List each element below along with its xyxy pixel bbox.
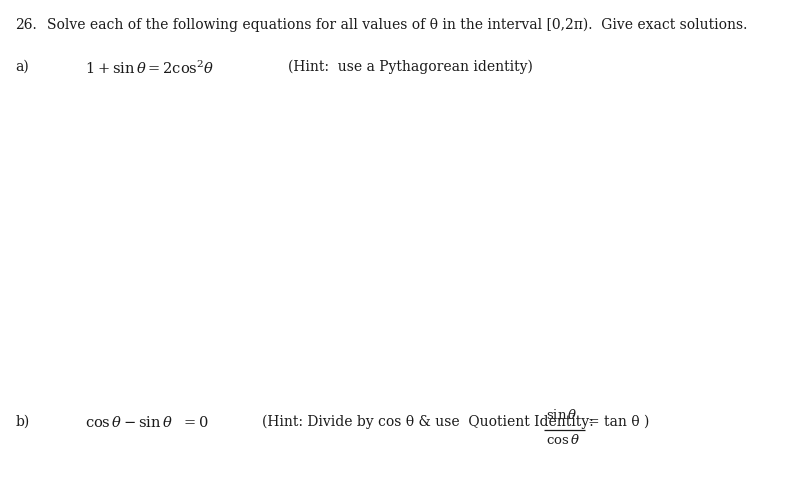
Text: $\sin\theta$: $\sin\theta$ [546,408,578,422]
Text: (Hint: Divide by cos θ & use  Quotient Identity:: (Hint: Divide by cos θ & use Quotient Id… [262,415,594,430]
Text: Solve each of the following equations for all values of θ in the interval [0,2π): Solve each of the following equations fo… [46,18,747,32]
Text: 26.: 26. [15,18,37,32]
Text: (Hint:  use a Pythagorean identity): (Hint: use a Pythagorean identity) [288,60,533,74]
Text: a): a) [15,60,29,74]
Text: b): b) [15,415,30,429]
Text: $1 + \sin\theta = 2\cos^2\!\theta$: $1 + \sin\theta = 2\cos^2\!\theta$ [85,60,214,77]
Text: $\cos\theta - \sin\theta\ \ =0$: $\cos\theta - \sin\theta\ \ =0$ [85,415,208,430]
Text: = tan θ ): = tan θ ) [588,415,650,429]
Text: $\cos\theta$: $\cos\theta$ [546,433,580,447]
